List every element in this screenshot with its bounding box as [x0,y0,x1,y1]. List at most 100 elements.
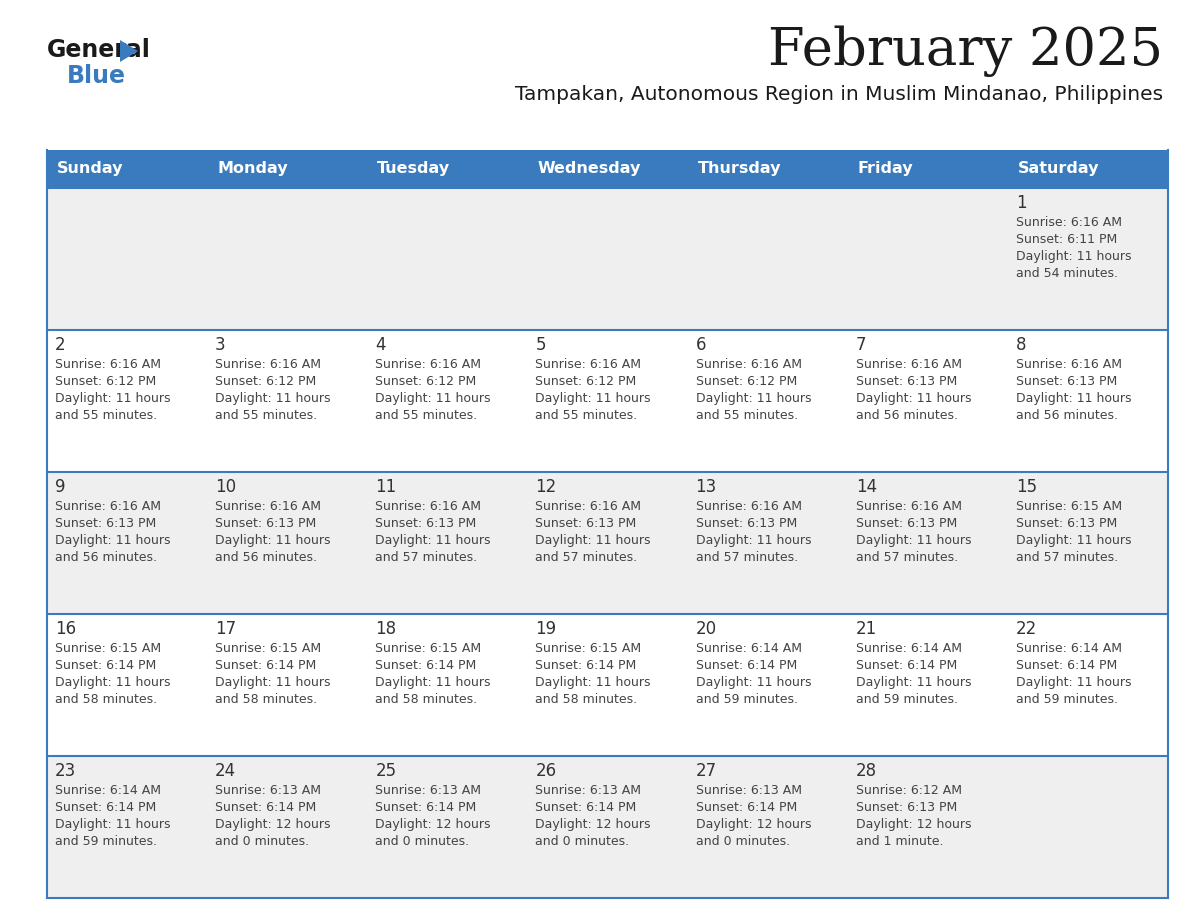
Text: Daylight: 11 hours: Daylight: 11 hours [215,534,330,547]
Text: Friday: Friday [858,162,914,176]
Text: and 54 minutes.: and 54 minutes. [1016,267,1118,280]
Text: Sunrise: 6:16 AM: Sunrise: 6:16 AM [1016,216,1121,229]
Text: Daylight: 11 hours: Daylight: 11 hours [536,534,651,547]
Bar [48,188,1168,330]
Text: Daylight: 11 hours: Daylight: 11 hours [855,392,972,405]
Text: 2: 2 [55,336,65,354]
Text: Sunrise: 6:16 AM: Sunrise: 6:16 AM [375,358,481,371]
Bar [688,150,848,188]
Text: Sunset: 6:14 PM: Sunset: 6:14 PM [536,659,637,672]
Text: Daylight: 11 hours: Daylight: 11 hours [215,392,330,405]
Text: and 59 minutes.: and 59 minutes. [1016,693,1118,706]
Text: 21: 21 [855,620,877,638]
Text: 11: 11 [375,478,397,496]
Text: Tampakan, Autonomous Region in Muslim Mindanao, Philippines: Tampakan, Autonomous Region in Muslim Mi… [514,85,1163,104]
Text: and 55 minutes.: and 55 minutes. [375,409,478,422]
Text: 1: 1 [1016,194,1026,212]
Text: 27: 27 [695,762,716,780]
Text: Daylight: 11 hours: Daylight: 11 hours [1016,534,1131,547]
Text: 28: 28 [855,762,877,780]
Text: Wednesday: Wednesday [537,162,640,176]
Text: 23: 23 [55,762,76,780]
Text: Sunset: 6:14 PM: Sunset: 6:14 PM [695,801,797,814]
Text: Daylight: 11 hours: Daylight: 11 hours [375,534,491,547]
Text: 7: 7 [855,336,866,354]
Text: and 57 minutes.: and 57 minutes. [375,551,478,564]
Text: Sunset: 6:12 PM: Sunset: 6:12 PM [215,375,316,388]
Text: Daylight: 11 hours: Daylight: 11 hours [536,392,651,405]
Text: Tuesday: Tuesday [378,162,450,176]
Text: 5: 5 [536,336,546,354]
Text: and 58 minutes.: and 58 minutes. [215,693,317,706]
Text: and 1 minute.: and 1 minute. [855,835,943,848]
Bar [48,150,207,188]
Text: Daylight: 11 hours: Daylight: 11 hours [55,392,171,405]
Text: Sunset: 6:14 PM: Sunset: 6:14 PM [55,659,157,672]
Text: Sunrise: 6:16 AM: Sunrise: 6:16 AM [55,358,162,371]
Text: 4: 4 [375,336,386,354]
Text: and 59 minutes.: and 59 minutes. [855,693,958,706]
Text: Daylight: 12 hours: Daylight: 12 hours [215,818,330,831]
Text: and 58 minutes.: and 58 minutes. [55,693,157,706]
Text: 13: 13 [695,478,716,496]
Text: Sunrise: 6:16 AM: Sunrise: 6:16 AM [215,500,321,513]
Text: and 0 minutes.: and 0 minutes. [215,835,309,848]
Text: Sunset: 6:13 PM: Sunset: 6:13 PM [855,801,958,814]
Text: 12: 12 [536,478,557,496]
Text: Sunrise: 6:13 AM: Sunrise: 6:13 AM [695,784,802,797]
Text: Sunrise: 6:13 AM: Sunrise: 6:13 AM [536,784,642,797]
Text: Sunrise: 6:16 AM: Sunrise: 6:16 AM [855,358,962,371]
Text: Sunrise: 6:16 AM: Sunrise: 6:16 AM [695,500,802,513]
Text: Sunset: 6:12 PM: Sunset: 6:12 PM [695,375,797,388]
Text: Sunday: Sunday [57,162,124,176]
Text: and 56 minutes.: and 56 minutes. [215,551,317,564]
Text: 26: 26 [536,762,556,780]
Text: Daylight: 11 hours: Daylight: 11 hours [375,392,491,405]
Text: and 55 minutes.: and 55 minutes. [536,409,638,422]
Text: Daylight: 11 hours: Daylight: 11 hours [695,534,811,547]
Text: Sunset: 6:14 PM: Sunset: 6:14 PM [536,801,637,814]
Text: Daylight: 11 hours: Daylight: 11 hours [1016,676,1131,689]
Bar [48,330,1168,472]
Text: 15: 15 [1016,478,1037,496]
Text: and 55 minutes.: and 55 minutes. [55,409,157,422]
Text: Sunrise: 6:16 AM: Sunrise: 6:16 AM [695,358,802,371]
Text: Sunrise: 6:16 AM: Sunrise: 6:16 AM [855,500,962,513]
Text: Sunset: 6:13 PM: Sunset: 6:13 PM [536,517,637,530]
Text: Sunset: 6:13 PM: Sunset: 6:13 PM [375,517,476,530]
Text: and 58 minutes.: and 58 minutes. [375,693,478,706]
Text: and 59 minutes.: and 59 minutes. [695,693,797,706]
Text: Daylight: 11 hours: Daylight: 11 hours [1016,392,1131,405]
Text: and 0 minutes.: and 0 minutes. [375,835,469,848]
Text: and 58 minutes.: and 58 minutes. [536,693,638,706]
Text: Daylight: 11 hours: Daylight: 11 hours [215,676,330,689]
Text: 16: 16 [55,620,76,638]
Text: Sunrise: 6:16 AM: Sunrise: 6:16 AM [1016,358,1121,371]
Bar [48,472,1168,614]
Text: Sunset: 6:11 PM: Sunset: 6:11 PM [1016,233,1117,246]
Text: 19: 19 [536,620,556,638]
Text: Sunset: 6:13 PM: Sunset: 6:13 PM [855,517,958,530]
Text: Sunrise: 6:14 AM: Sunrise: 6:14 AM [695,642,802,655]
Text: Daylight: 11 hours: Daylight: 11 hours [855,676,972,689]
Text: Sunset: 6:14 PM: Sunset: 6:14 PM [215,659,316,672]
Text: Sunset: 6:12 PM: Sunset: 6:12 PM [375,375,476,388]
Text: Sunset: 6:14 PM: Sunset: 6:14 PM [375,659,476,672]
Text: 17: 17 [215,620,236,638]
Text: Sunset: 6:13 PM: Sunset: 6:13 PM [55,517,157,530]
Text: 6: 6 [695,336,706,354]
Text: Sunset: 6:13 PM: Sunset: 6:13 PM [1016,375,1117,388]
Text: Sunrise: 6:15 AM: Sunrise: 6:15 AM [215,642,321,655]
Text: Saturday: Saturday [1018,162,1099,176]
Text: February 2025: February 2025 [767,25,1163,76]
Text: and 56 minutes.: and 56 minutes. [855,409,958,422]
Text: Thursday: Thursday [697,162,781,176]
Text: Daylight: 11 hours: Daylight: 11 hours [55,534,171,547]
Bar [1007,150,1168,188]
Text: Sunrise: 6:16 AM: Sunrise: 6:16 AM [215,358,321,371]
Text: Sunset: 6:12 PM: Sunset: 6:12 PM [536,375,637,388]
Text: General: General [48,38,151,62]
Text: Daylight: 12 hours: Daylight: 12 hours [375,818,491,831]
Text: Sunset: 6:14 PM: Sunset: 6:14 PM [375,801,476,814]
Text: and 57 minutes.: and 57 minutes. [1016,551,1118,564]
